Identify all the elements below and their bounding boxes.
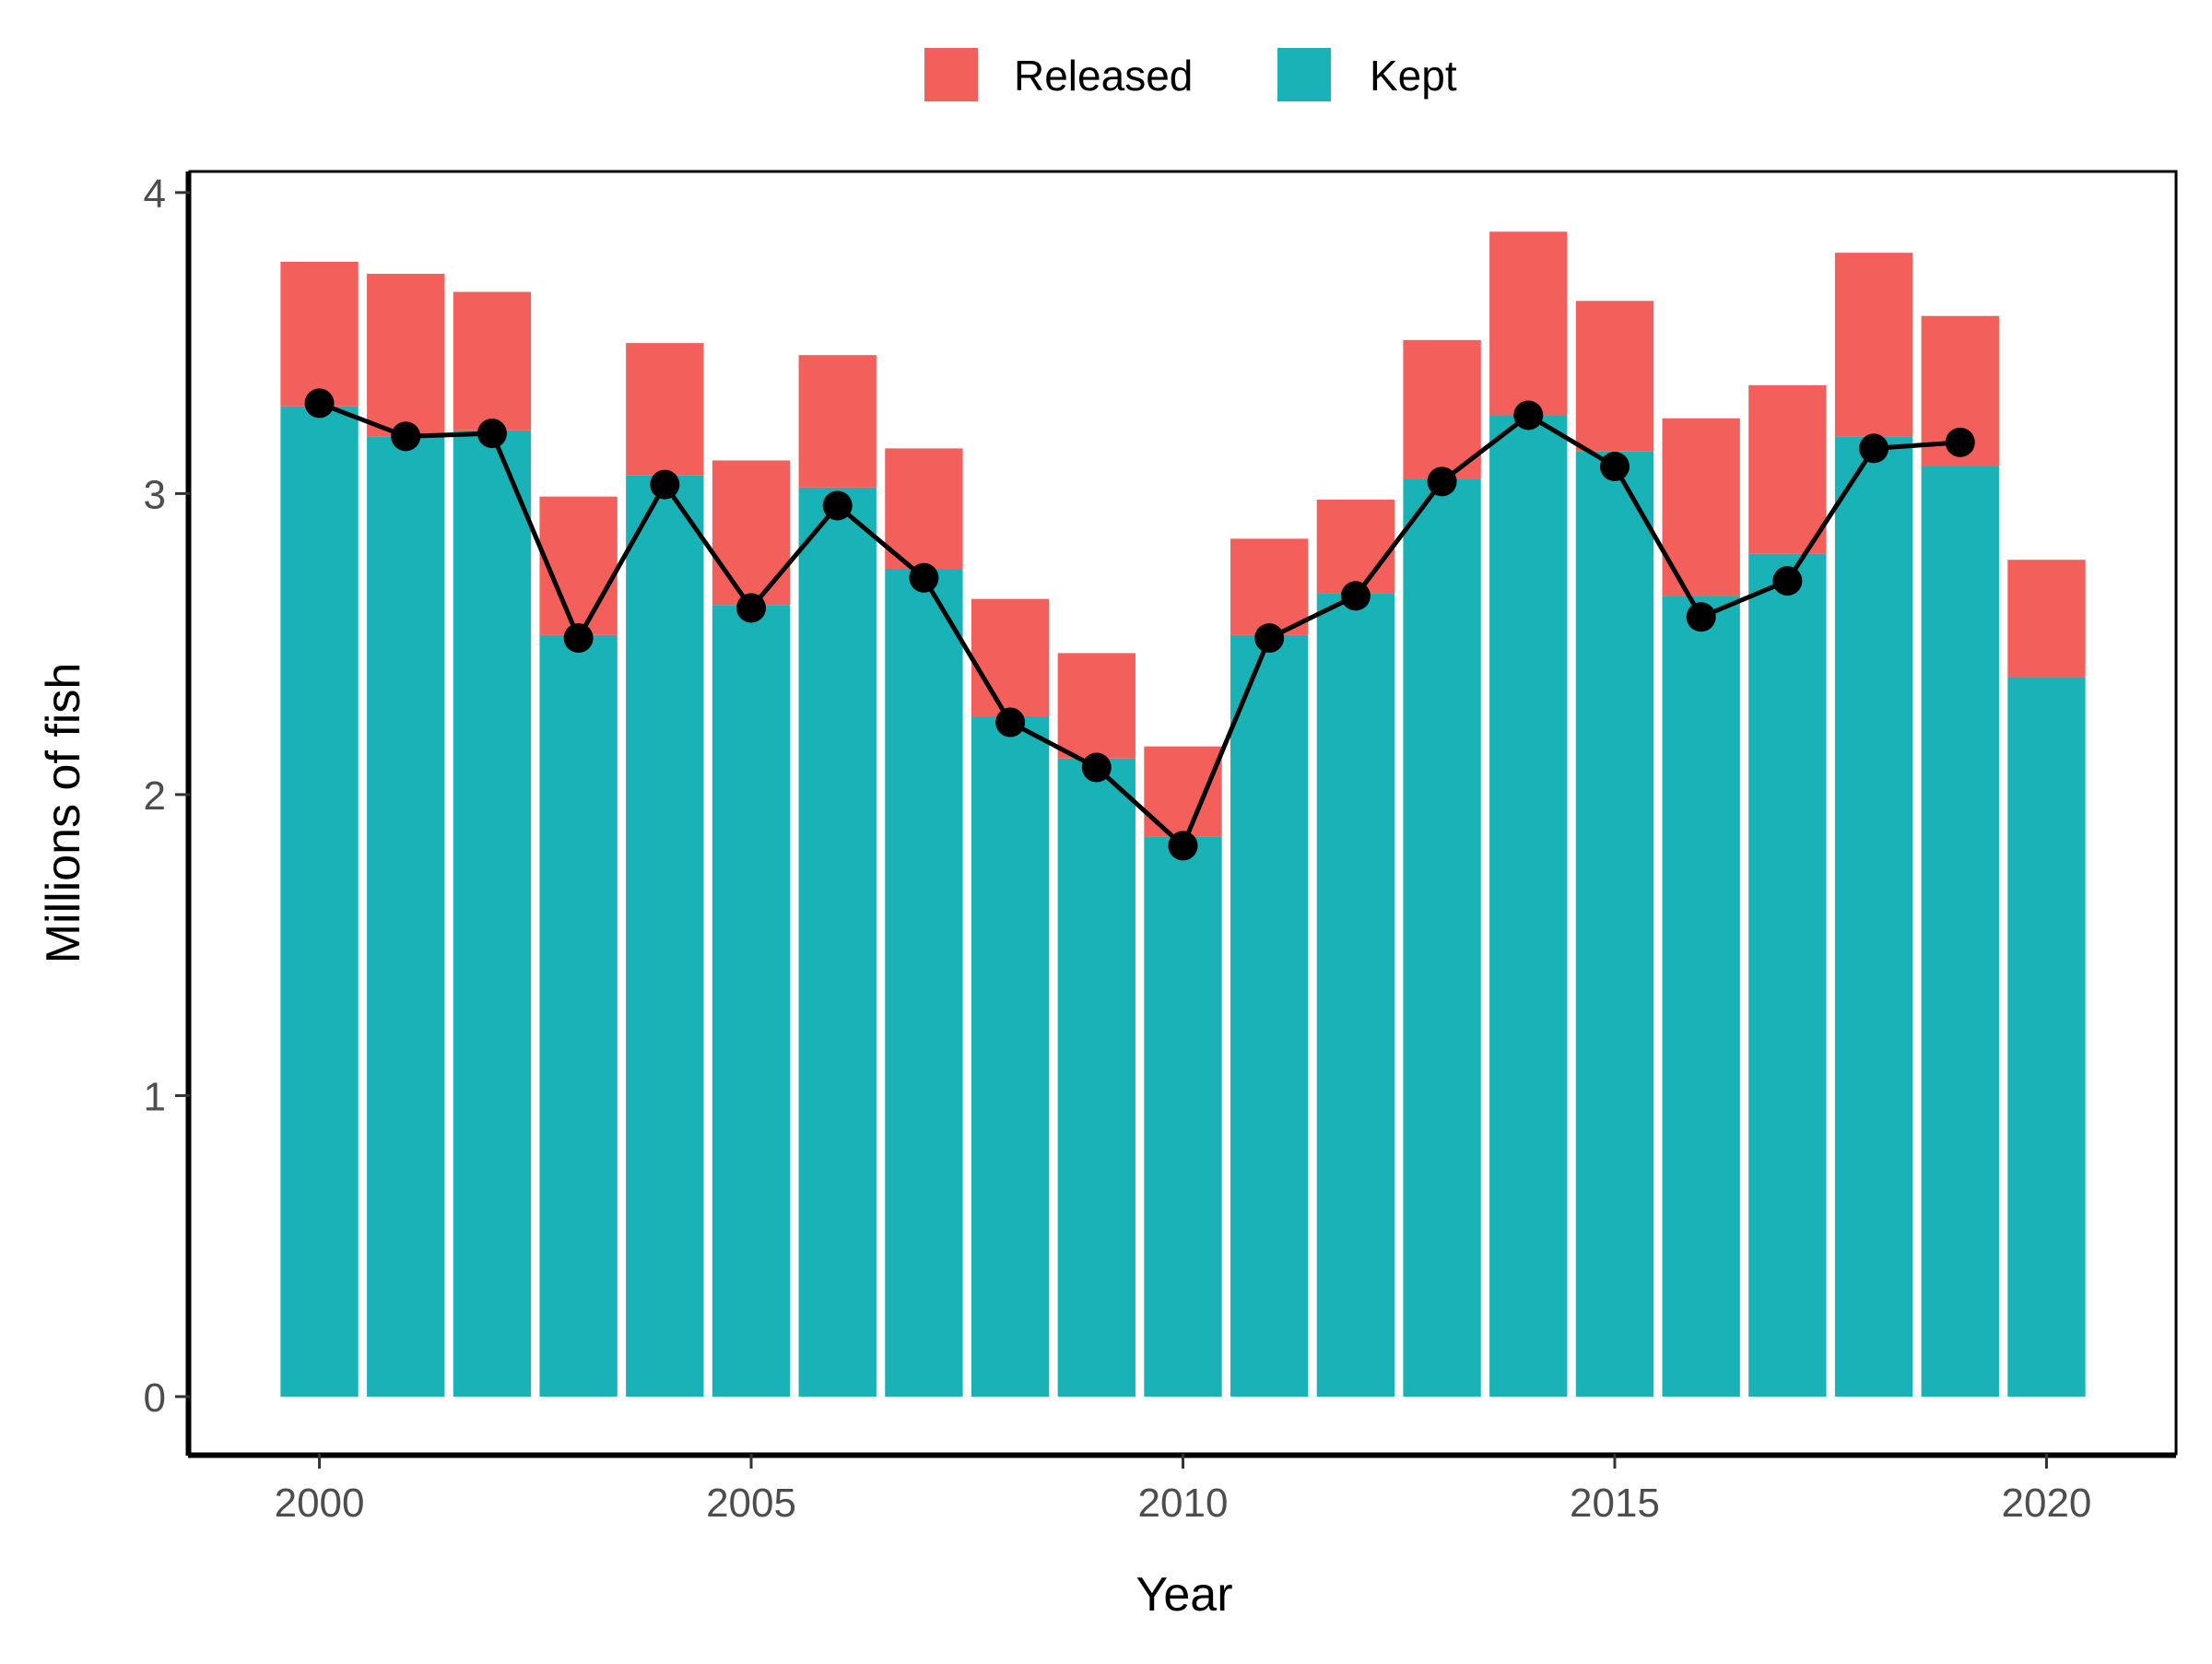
bar-kept-2016 [1662, 596, 1740, 1397]
line-point-2018 [1859, 433, 1889, 464]
bar-kept-2020 [2007, 677, 2086, 1397]
trend-line [318, 401, 1960, 848]
line-layer [304, 388, 1975, 861]
x-tick-label-2000: 2000 [275, 1481, 365, 1526]
legend-label-released: Released [1014, 52, 1193, 100]
bar-kept-2014 [1489, 415, 1568, 1397]
x-tick-label-2010: 2010 [1138, 1481, 1229, 1526]
bar-released-2005 [712, 460, 791, 606]
legend-key-released [924, 48, 978, 101]
line-point-2017 [1772, 566, 1803, 596]
bar-released-2016 [1662, 418, 1740, 596]
bar-kept-2008 [971, 716, 1050, 1397]
line-point-2013 [1427, 466, 1457, 497]
bar-released-2013 [1403, 339, 1481, 479]
bar-kept-2018 [1834, 436, 1913, 1397]
y-tick-label-1: 1 [144, 1074, 166, 1119]
y-tick-label-0: 0 [144, 1375, 166, 1421]
bar-kept-2006 [798, 487, 877, 1397]
bar-released-2007 [885, 448, 963, 570]
legend: Released Kept [924, 48, 1457, 101]
bar-released-2009 [1057, 653, 1135, 759]
y-axis: 0 1 2 3 4 [144, 171, 191, 1456]
bar-kept-2005 [712, 605, 791, 1397]
line-point-2004 [650, 469, 680, 500]
y-tick-label-2: 2 [144, 773, 166, 819]
bar-released-2020 [2007, 560, 2086, 678]
bar-kept-2001 [367, 436, 445, 1397]
line-point-2005 [736, 593, 767, 623]
bar-released-2004 [626, 343, 704, 476]
legend-label-kept: Kept [1370, 52, 1457, 100]
bar-released-2002 [453, 291, 532, 431]
bar-released-2001 [367, 274, 445, 437]
bar-kept-2004 [626, 475, 704, 1397]
bar-released-2015 [1575, 301, 1654, 452]
line-point-2011 [1254, 623, 1285, 654]
bar-released-2017 [1748, 384, 1827, 554]
x-tick-label-2005: 2005 [706, 1481, 796, 1526]
x-axis-title: Year [1135, 1568, 1232, 1622]
bar-kept-2012 [1316, 593, 1395, 1397]
bar-released-2018 [1834, 253, 1913, 437]
line-point-2019 [1945, 427, 1975, 457]
line-point-2014 [1513, 400, 1544, 431]
line-point-2006 [822, 490, 853, 521]
bar-kept-2011 [1230, 634, 1309, 1397]
y-axis-title: Millions of fish [37, 663, 90, 964]
bar-kept-2015 [1575, 451, 1654, 1397]
line-point-2015 [1599, 452, 1630, 481]
line-point-2003 [563, 623, 594, 654]
y-tick-label-4: 4 [144, 171, 166, 217]
bar-kept-2017 [1748, 553, 1827, 1397]
line-point-2000 [304, 388, 335, 419]
bar-kept-2019 [1921, 466, 1999, 1397]
bar-kept-2002 [453, 430, 532, 1397]
bar-released-2000 [280, 261, 359, 407]
y-tick-label-3: 3 [144, 472, 166, 517]
bar-kept-2003 [539, 634, 618, 1397]
line-point-2007 [909, 562, 939, 593]
bar-kept-2007 [885, 569, 963, 1397]
x-tick-label-2015: 2015 [1570, 1481, 1660, 1526]
bar-kept-2010 [1144, 836, 1222, 1397]
bar-released-2012 [1316, 499, 1395, 594]
line-point-2009 [1081, 752, 1112, 783]
line-point-2010 [1168, 831, 1198, 861]
bar-released-2003 [539, 496, 618, 635]
x-tick-label-2020: 2020 [2002, 1481, 2092, 1526]
bar-kept-2009 [1057, 758, 1135, 1397]
line-point-2002 [477, 419, 507, 449]
line-point-2016 [1686, 602, 1716, 632]
line-point-2001 [391, 421, 421, 452]
bar-released-2011 [1230, 538, 1309, 635]
x-axis: 2000 2005 2010 2015 2020 [188, 1453, 2176, 1526]
legend-key-kept [1277, 48, 1331, 101]
bar-kept-2013 [1403, 478, 1481, 1397]
bars-layer [280, 231, 2086, 1397]
bar-released-2006 [798, 355, 877, 488]
line-point-2008 [995, 707, 1026, 738]
bar-released-2014 [1489, 231, 1568, 416]
line-point-2012 [1340, 581, 1371, 611]
bar-kept-2000 [280, 406, 359, 1397]
bar-released-2008 [971, 598, 1050, 717]
